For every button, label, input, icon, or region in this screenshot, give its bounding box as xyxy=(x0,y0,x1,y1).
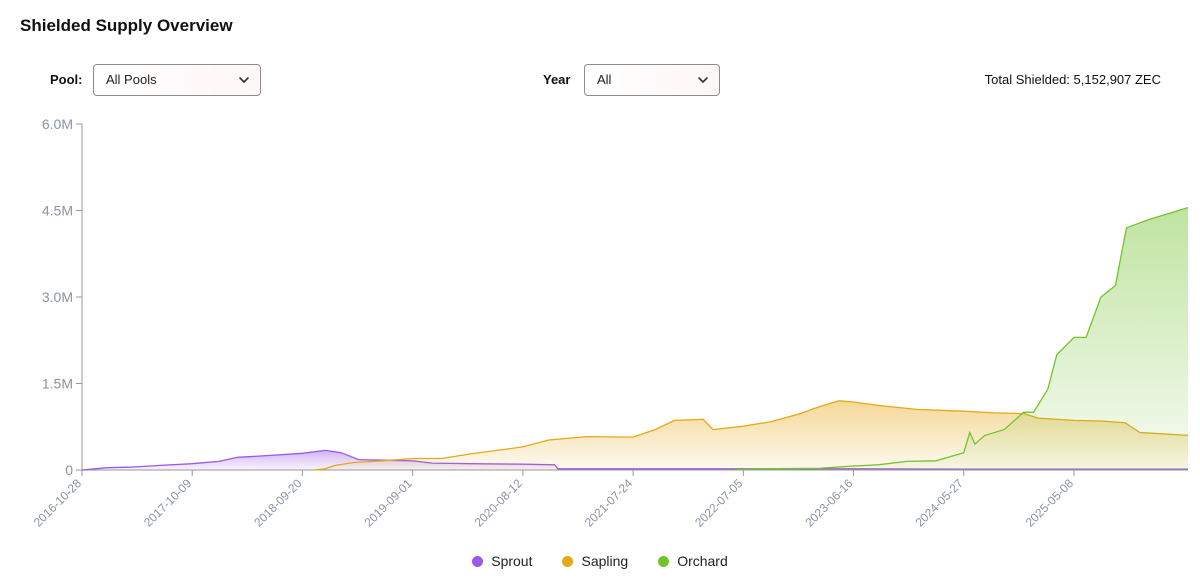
pool-select-value: All Pools xyxy=(106,72,157,87)
y-tick-label: 3.0M xyxy=(42,289,73,305)
year-select-value: All xyxy=(597,72,612,87)
chevron-down-icon xyxy=(239,77,249,83)
legend-swatch xyxy=(562,555,574,567)
chart-legend: Sprout Sapling Orchard xyxy=(0,553,1200,569)
total-shielded: Total Shielded: 5,152,907 ZEC xyxy=(985,72,1161,87)
y-tick-label: 4.5M xyxy=(42,203,73,219)
chevron-down-icon xyxy=(698,77,708,83)
legend-swatch xyxy=(658,555,670,567)
x-tick-label: 2016-10-28 xyxy=(31,476,85,530)
legend-swatch xyxy=(472,555,484,567)
total-shielded-value: 5,152,907 ZEC xyxy=(1073,72,1161,87)
page-title: Shielded Supply Overview xyxy=(20,16,233,35)
legend-item-sapling[interactable]: Sapling xyxy=(562,553,628,569)
x-tick-label: 2024-05-27 xyxy=(913,476,967,530)
x-tick-label: 2025-05-08 xyxy=(1023,476,1077,530)
x-tick-label: 2022-07-05 xyxy=(692,476,746,530)
legend-label: Sapling xyxy=(581,553,629,569)
pool-select[interactable]: All Pools xyxy=(93,64,261,96)
x-tick-label: 2017-10-09 xyxy=(141,476,195,530)
x-tick-label: 2018-09-20 xyxy=(251,476,305,530)
series-line-orchard xyxy=(732,206,1189,471)
legend-label: Sprout xyxy=(491,553,533,569)
shielded-supply-chart: 0 1.5M 3.0M 4.5M 6.0M 2016-10-28 2017-10-09 201… xyxy=(31,116,1189,530)
year-label: Year xyxy=(543,72,571,87)
x-tick-label: 2021-07-24 xyxy=(582,476,636,530)
y-tick-label: 1.5M xyxy=(42,376,73,392)
year-select[interactable]: All xyxy=(584,64,720,96)
pool-label: Pool: xyxy=(50,72,83,87)
series-area-orchard xyxy=(732,207,1188,470)
legend-item-orchard[interactable]: Orchard xyxy=(658,553,728,569)
total-shielded-label: Total Shielded: xyxy=(984,72,1070,87)
legend-label: Orchard xyxy=(677,553,728,569)
x-tick-label: 2019-09-01 xyxy=(361,476,415,530)
x-tick-label: 2020-08-12 xyxy=(472,476,526,530)
y-tick-label: 6.0M xyxy=(42,116,73,132)
x-tick-label: 2023-06-16 xyxy=(802,476,856,530)
y-tick-label: 0 xyxy=(65,462,73,478)
legend-item-sprout[interactable]: Sprout xyxy=(472,553,532,569)
